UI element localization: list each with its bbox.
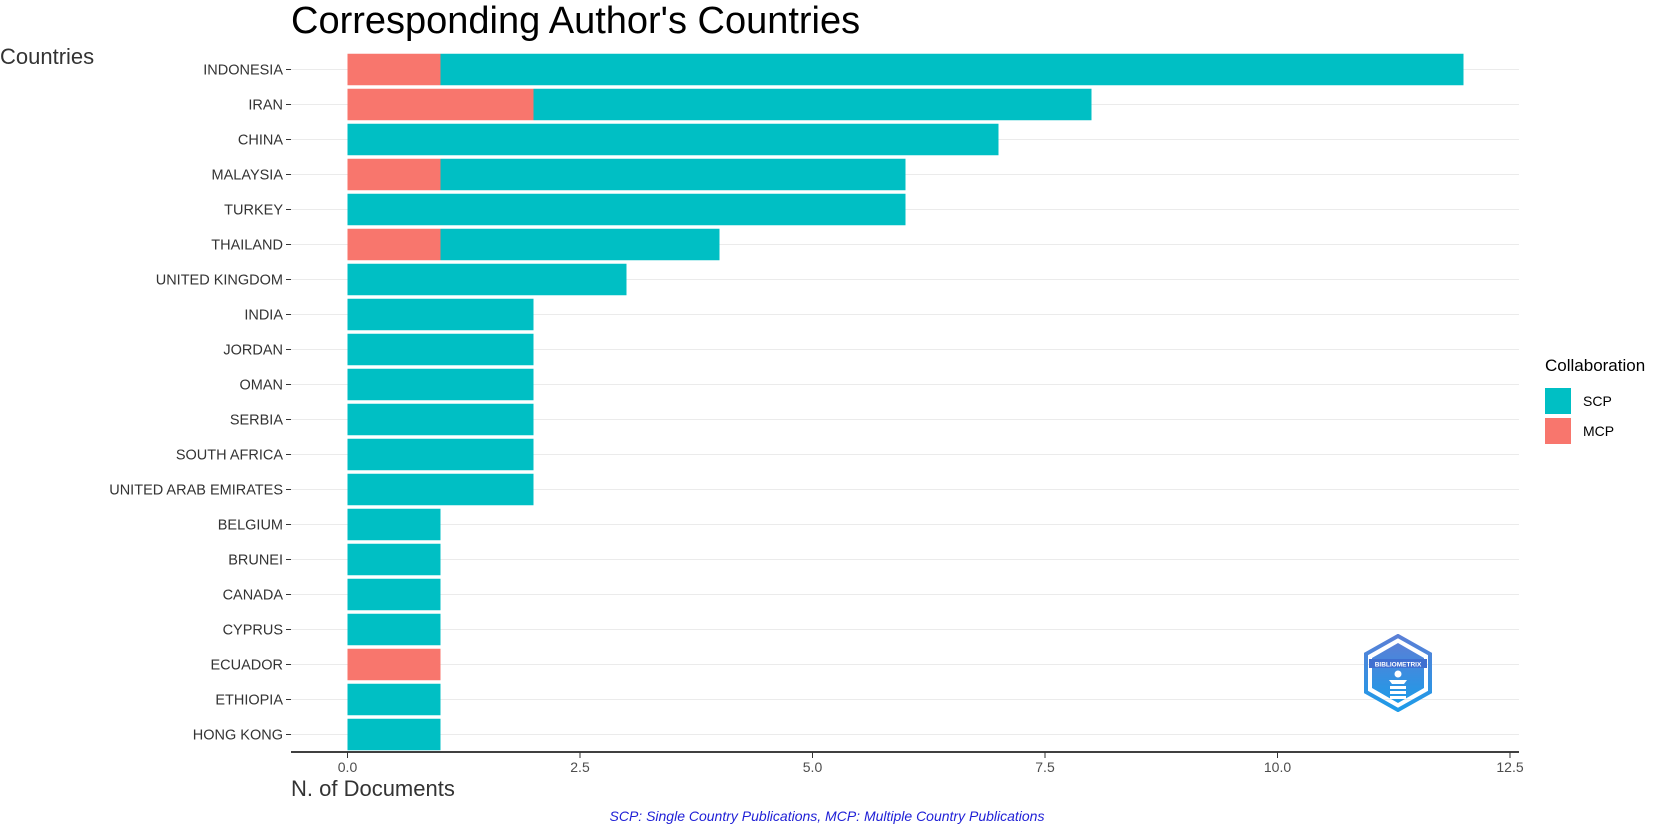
x-tick-label: 2.5 (570, 759, 590, 775)
y-tick-label: ECUADOR (210, 658, 283, 674)
legend-label-scp: SCP (1583, 393, 1612, 409)
bar-scp-oman (347, 368, 534, 401)
bar-chart: INDONESIA IRAN CHINA MALAYSIA TURKEY THAILAND… (109, 53, 1524, 775)
x-axis-title: N. of Documents (291, 776, 455, 801)
y-tick-label: UNITED KINGDOM (156, 273, 283, 289)
y-tick-label: SERBIA (230, 413, 284, 429)
y-tick-label: TURKEY (224, 203, 283, 219)
bar-scp-hong-kong (347, 718, 441, 751)
chart-title: Corresponding Author's Countries (291, 0, 861, 42)
y-tick-label: BELGIUM (218, 518, 283, 534)
y-axis: INDONESIA IRAN CHINA MALAYSIA TURKEY THAILAND… (109, 63, 291, 744)
y-axis-title: Countries (0, 44, 95, 69)
caption: SCP: Single Country Publications, MCP: M… (609, 808, 1045, 824)
y-tick-label: SOUTH AFRICA (176, 448, 283, 464)
bar-scp-iran (533, 88, 1092, 121)
y-tick-label: IRAN (248, 98, 283, 114)
y-tick-label: MALAYSIA (212, 168, 284, 184)
legend: Collaboration SCP MCP (1545, 356, 1645, 446)
y-tick-label: OMAN (240, 378, 284, 394)
bar-mcp-thailand (347, 228, 441, 261)
bar-mcp-indonesia (347, 53, 441, 86)
bar-scp-jordan (347, 333, 534, 366)
bar-scp-brunei (347, 543, 441, 576)
legend-item-mcp: MCP (1545, 416, 1645, 446)
legend-key-scp (1545, 388, 1571, 414)
bar-scp-ethiopia (347, 683, 441, 716)
y-tick-label: ETHIOPIA (215, 693, 283, 709)
bar-scp-malaysia (440, 158, 906, 191)
legend-item-scp: SCP (1545, 386, 1645, 416)
y-tick-label: UNITED ARAB EMIRATES (109, 483, 283, 499)
bar-mcp-malaysia (347, 158, 441, 191)
y-tick-label: CANADA (223, 588, 284, 604)
bar-mcp-ecuador (347, 648, 441, 681)
legend-key-mcp (1545, 418, 1571, 444)
legend-title: Collaboration (1545, 356, 1646, 375)
bar-scp-united-arab-emirates (347, 473, 534, 506)
y-tick-label: INDIA (244, 308, 283, 324)
x-axis: 0.0 2.5 5.0 7.5 10.0 12.5 (291, 751, 1524, 775)
bar-scp-turkey (347, 193, 906, 226)
y-tick-label: CYPRUS (223, 623, 283, 639)
legend-label-mcp: MCP (1583, 423, 1615, 439)
y-tick-label: THAILAND (211, 238, 283, 254)
bar-scp-belgium (347, 508, 441, 541)
x-tick-label: 0.0 (338, 759, 358, 775)
bar-scp-india (347, 298, 534, 331)
bar-scp-united-kingdom (347, 263, 627, 296)
bar-scp-indonesia (440, 53, 1464, 86)
bars (347, 53, 1464, 751)
bar-mcp-iran (347, 88, 534, 121)
y-tick-label: JORDAN (223, 343, 283, 359)
bar-scp-cyprus (347, 613, 441, 646)
bar-scp-serbia (347, 403, 534, 436)
bar-scp-south-africa (347, 438, 534, 471)
y-tick-label: INDONESIA (203, 63, 283, 79)
bar-scp-canada (347, 578, 441, 611)
x-tick-label: 10.0 (1264, 759, 1291, 775)
bar-scp-china (347, 123, 999, 156)
bibliometrix-logo: BIBLIOMETRIX (1364, 634, 1432, 712)
y-tick-label: HONG KONG (193, 728, 283, 744)
x-tick-label: 12.5 (1496, 759, 1523, 775)
x-tick-label: 5.0 (803, 759, 823, 775)
y-tick-label: BRUNEI (228, 553, 283, 569)
bar-scp-thailand (440, 228, 720, 261)
x-tick-label: 7.5 (1035, 759, 1055, 775)
y-tick-label: CHINA (238, 133, 283, 149)
svg-text:BIBLIOMETRIX: BIBLIOMETRIX (1375, 662, 1422, 669)
